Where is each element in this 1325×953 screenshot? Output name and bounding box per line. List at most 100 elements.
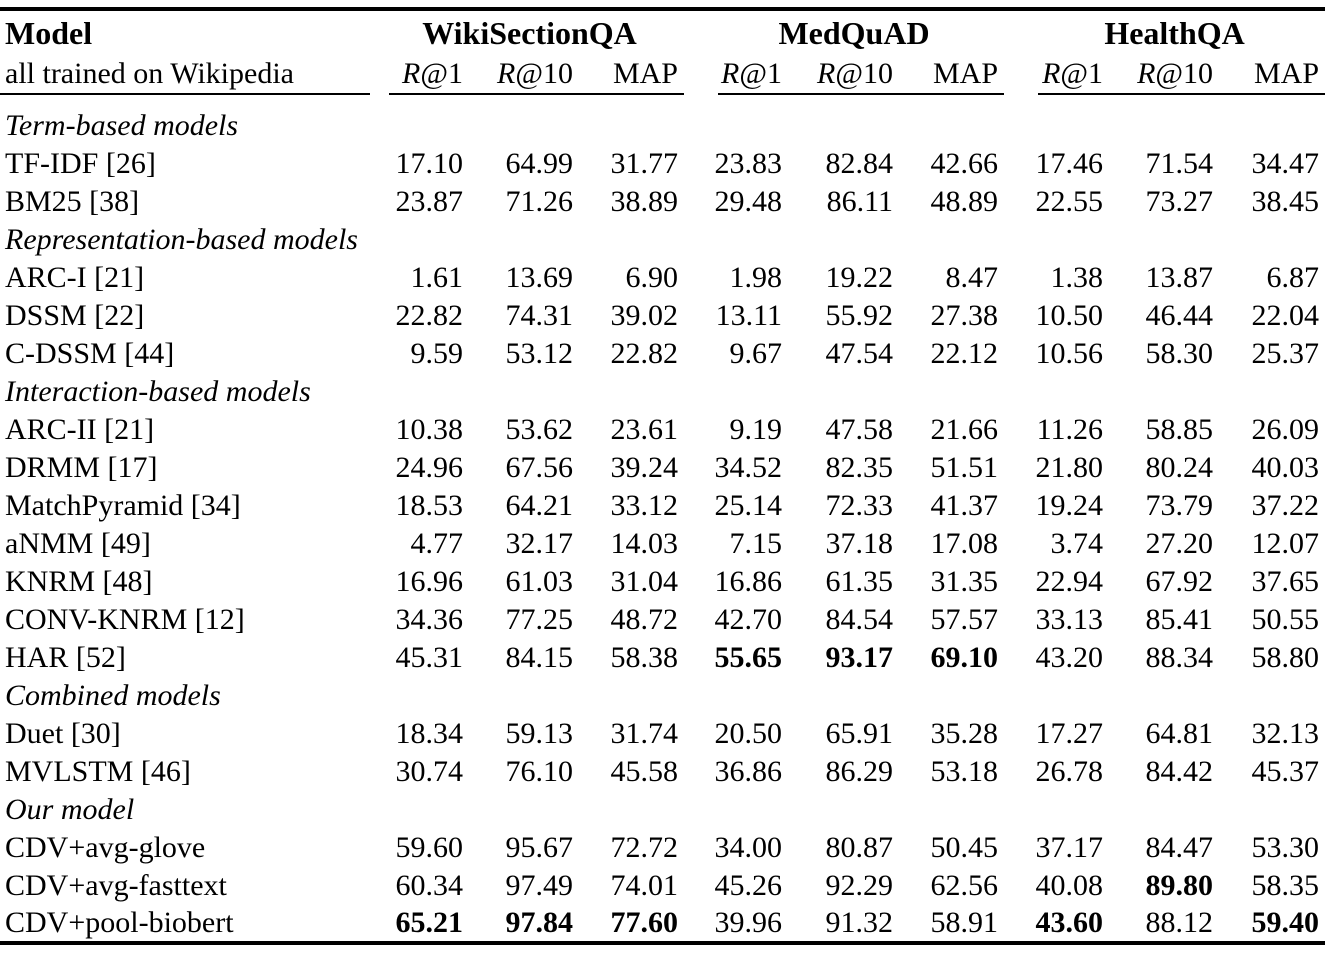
column-spacer [684,183,704,221]
rule-line [718,93,1005,95]
column-spacer [1004,905,1024,943]
metric-value-cell: 13.69 [505,261,574,294]
column-spacer [1004,487,1024,525]
metric-value-cell: 92.29 [825,869,894,902]
metric-value-cell: 35.28 [930,717,999,750]
metric-value-cell: 18.53 [395,489,464,522]
metric-value-cell: 60.34 [395,869,464,902]
column-spacer [1004,93,1024,107]
model-name-cell: Duet [30] [5,717,121,750]
metric-value-cell: 34.00 [714,831,783,864]
metric-value-cell: 29.48 [714,185,783,218]
metric-value-cell: 58.91 [930,906,999,939]
section-label: Representation-based models [5,223,358,256]
metric-value-cell: 23.87 [395,185,464,218]
metric-header: MAP [933,57,999,90]
column-spacer [684,715,704,753]
metric-value-cell: 16.86 [714,565,783,598]
metric-value-cell: 14.03 [610,527,679,560]
metric-value-cell: 33.13 [1035,603,1104,636]
metric-value-cell: 55.92 [825,299,894,332]
metric-value-cell: 47.54 [825,337,894,370]
model-row: DSSM [22] 22.82 74.31 39.02 13.11 55.92 27.38 1… [0,297,1325,335]
model-row: HAR [52] 45.31 84.15 58.38 55.65 93.17 69.10 43… [0,639,1325,677]
metric-header: MAP [612,57,678,90]
model-name-cell: MatchPyramid [34] [5,489,241,522]
metric-value-cell: 40.08 [1035,869,1104,902]
metric-value-cell: 46.44 [1145,299,1214,332]
metric-value-cell: 31.35 [930,565,999,598]
metric-value-cell: 39.96 [714,906,783,939]
column-spacer [684,9,704,55]
metric-value-cell: 38.45 [1251,185,1320,218]
metric-header: R@10 [1137,57,1214,90]
dataset-group-title: WikiSectionQA [422,14,637,51]
section-label: Combined models [5,679,221,712]
metric-value-cell: 76.10 [505,755,574,788]
metric-value-cell: 58.38 [610,641,679,674]
column-spacer [684,411,704,449]
column-spacer [1004,867,1024,905]
metric-value-cell: 42.66 [930,147,999,180]
metric-value-cell: 72.72 [610,831,679,864]
metric-value-cell: 77.60 [610,906,679,939]
metric-value-cell: 9.59 [410,337,464,370]
metric-value-cell: 31.77 [610,147,679,180]
metric-value-cell: 64.81 [1145,717,1214,750]
metric-value-cell: 45.26 [714,869,783,902]
model-name-cell: DRMM [17] [5,451,158,484]
metric-value-cell: 93.17 [825,641,894,674]
column-spacer [684,487,704,525]
metric-value-cell: 22.82 [395,299,464,332]
metric-value-cell: 21.66 [930,413,999,446]
metric-value-cell: 74.01 [610,869,679,902]
metric-value-cell: 9.67 [729,337,783,370]
metric-value-cell: 58.30 [1145,337,1214,370]
metric-value-cell: 67.92 [1145,565,1214,598]
model-name-cell: BM25 [38] [5,185,140,218]
model-name-cell: C-DSSM [44] [5,337,175,370]
metric-value-cell: 33.12 [610,489,679,522]
column-spacer [1004,335,1024,373]
model-name-cell: aNMM [49] [5,527,151,560]
section-header-row: Our model [0,791,1325,829]
rule-line [1038,93,1325,95]
metric-value-cell: 72.33 [825,489,894,522]
column-spacer [1004,297,1024,335]
metric-value-cell: 73.79 [1145,489,1214,522]
metric-value-cell: 11.26 [1036,413,1104,446]
results-table: Model WikiSectionQA MedQuAD HealthQA all tra… [0,7,1325,945]
model-name-cell: ARC-II [21] [5,413,155,446]
metric-value-cell: 32.17 [505,527,574,560]
metric-value-cell: 77.25 [505,603,574,636]
metric-value-cell: 3.74 [1050,527,1104,560]
column-spacer [684,93,704,107]
metric-value-cell: 8.47 [945,261,999,294]
metric-value-cell: 10.56 [1035,337,1104,370]
column-spacer [1004,715,1024,753]
metric-value-cell: 9.19 [729,413,783,446]
section-header-row: Term-based models [0,107,1325,145]
metric-value-cell: 6.90 [625,261,679,294]
metric-value-cell: 45.37 [1251,755,1320,788]
metric-value-cell: 97.84 [505,906,574,939]
metric-value-cell: 37.18 [825,527,894,560]
metric-value-cell: 26.09 [1251,413,1320,446]
model-row: ARC-II [21] 10.38 53.62 23.61 9.19 47.58 21.66… [0,411,1325,449]
metric-value-cell: 43.60 [1035,906,1104,939]
column-spacer [1004,9,1024,55]
metric-value-cell: 58.35 [1251,869,1320,902]
section-header-row: Interaction-based models [0,373,1325,411]
metric-value-cell: 89.80 [1145,869,1214,902]
column-spacer [684,259,704,297]
metric-value-cell: 42.70 [714,603,783,636]
metric-value-cell: 74.31 [505,299,574,332]
metric-value-cell: 4.77 [410,527,464,560]
metric-value-cell: 84.47 [1145,831,1214,864]
metric-value-cell: 23.61 [610,413,679,446]
model-column-subtitle: all trained on Wikipedia [5,57,294,90]
metric-value-cell: 64.21 [505,489,574,522]
group-rule [704,93,1005,107]
metric-value-cell: 1.98 [729,261,783,294]
